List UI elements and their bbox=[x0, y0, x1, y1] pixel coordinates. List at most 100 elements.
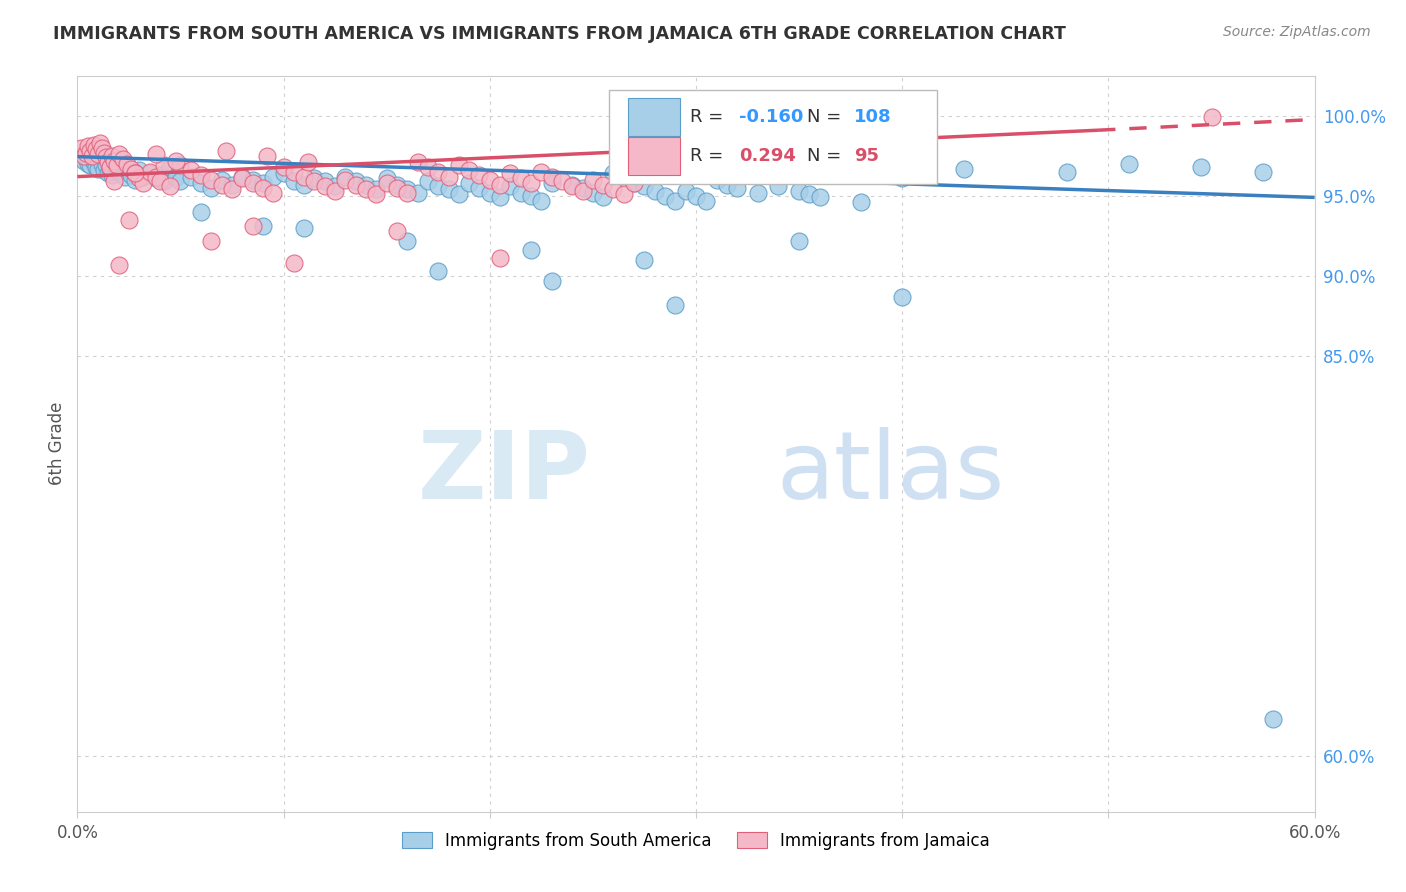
Point bbox=[489, 251, 512, 265]
Point bbox=[283, 165, 305, 179]
Point bbox=[437, 182, 460, 196]
Point bbox=[105, 163, 128, 178]
Point bbox=[1189, 160, 1212, 174]
Point bbox=[509, 171, 531, 186]
Point bbox=[87, 161, 110, 176]
Point bbox=[252, 181, 274, 195]
Point bbox=[716, 178, 738, 192]
Point bbox=[124, 166, 146, 180]
Point bbox=[725, 181, 748, 195]
Point bbox=[96, 158, 118, 172]
Point bbox=[530, 165, 553, 179]
Point bbox=[91, 157, 114, 171]
Point bbox=[561, 179, 583, 194]
Point bbox=[138, 165, 160, 179]
Point bbox=[354, 178, 377, 192]
Point bbox=[124, 166, 146, 180]
Point bbox=[499, 179, 522, 194]
Point bbox=[520, 176, 543, 190]
Point bbox=[582, 173, 605, 187]
Point bbox=[103, 157, 125, 171]
Point bbox=[427, 264, 450, 278]
Point bbox=[190, 204, 212, 219]
Point bbox=[103, 174, 125, 188]
Point bbox=[416, 174, 439, 188]
Point bbox=[396, 182, 419, 196]
Point bbox=[354, 182, 377, 196]
Point bbox=[256, 149, 278, 163]
Point bbox=[75, 150, 97, 164]
Point bbox=[231, 169, 253, 184]
Point bbox=[520, 189, 543, 203]
Point bbox=[118, 163, 141, 178]
Point bbox=[211, 178, 233, 192]
Point bbox=[623, 176, 645, 190]
Point bbox=[396, 234, 419, 248]
Point bbox=[292, 178, 315, 192]
Point bbox=[105, 158, 128, 172]
Point bbox=[114, 169, 136, 184]
Point bbox=[561, 178, 583, 192]
Point bbox=[190, 176, 212, 190]
Point bbox=[76, 139, 98, 153]
Point bbox=[132, 176, 155, 190]
Point bbox=[623, 176, 645, 190]
Point bbox=[93, 145, 115, 160]
Point bbox=[675, 184, 697, 198]
Y-axis label: 6th Grade: 6th Grade bbox=[48, 402, 66, 485]
Point bbox=[262, 169, 284, 184]
Point bbox=[93, 163, 115, 178]
FancyBboxPatch shape bbox=[628, 98, 681, 136]
Point bbox=[891, 171, 914, 186]
Point bbox=[211, 173, 233, 187]
Point bbox=[145, 171, 167, 186]
Point bbox=[283, 256, 305, 270]
Point bbox=[107, 147, 129, 161]
Point bbox=[509, 186, 531, 200]
Point bbox=[84, 142, 107, 156]
Point bbox=[153, 174, 176, 188]
Point bbox=[101, 168, 124, 182]
Point bbox=[437, 169, 460, 184]
Point bbox=[132, 169, 155, 184]
Point bbox=[79, 144, 101, 158]
Point bbox=[540, 176, 562, 190]
Point bbox=[159, 179, 181, 194]
Point bbox=[1201, 111, 1223, 125]
Point bbox=[664, 297, 686, 311]
Point bbox=[72, 149, 94, 163]
Point bbox=[654, 189, 676, 203]
Point bbox=[84, 160, 107, 174]
Point bbox=[447, 158, 470, 172]
Point bbox=[169, 158, 191, 172]
Point bbox=[145, 169, 167, 184]
Point bbox=[468, 181, 491, 195]
Text: atlas: atlas bbox=[776, 427, 1005, 519]
Point bbox=[215, 144, 238, 158]
Point bbox=[520, 243, 543, 257]
Point bbox=[551, 174, 574, 188]
Point bbox=[262, 186, 284, 200]
Point bbox=[540, 274, 562, 288]
Point bbox=[242, 173, 264, 187]
Text: -0.160: -0.160 bbox=[740, 108, 804, 126]
Point bbox=[385, 181, 408, 195]
Point bbox=[489, 178, 512, 192]
Point bbox=[808, 190, 831, 204]
Point bbox=[83, 137, 105, 152]
Point bbox=[252, 219, 274, 234]
Point bbox=[849, 195, 872, 210]
Point bbox=[87, 153, 110, 168]
Point bbox=[530, 194, 553, 208]
Legend: Immigrants from South America, Immigrants from Jamaica: Immigrants from South America, Immigrant… bbox=[395, 825, 997, 856]
Point bbox=[592, 178, 614, 192]
Point bbox=[323, 179, 346, 194]
Point bbox=[602, 182, 624, 196]
Point bbox=[89, 136, 111, 150]
Point bbox=[273, 166, 295, 180]
Point bbox=[385, 178, 408, 192]
Point bbox=[111, 160, 134, 174]
Point bbox=[685, 189, 707, 203]
Point bbox=[165, 169, 187, 184]
Point bbox=[385, 224, 408, 238]
